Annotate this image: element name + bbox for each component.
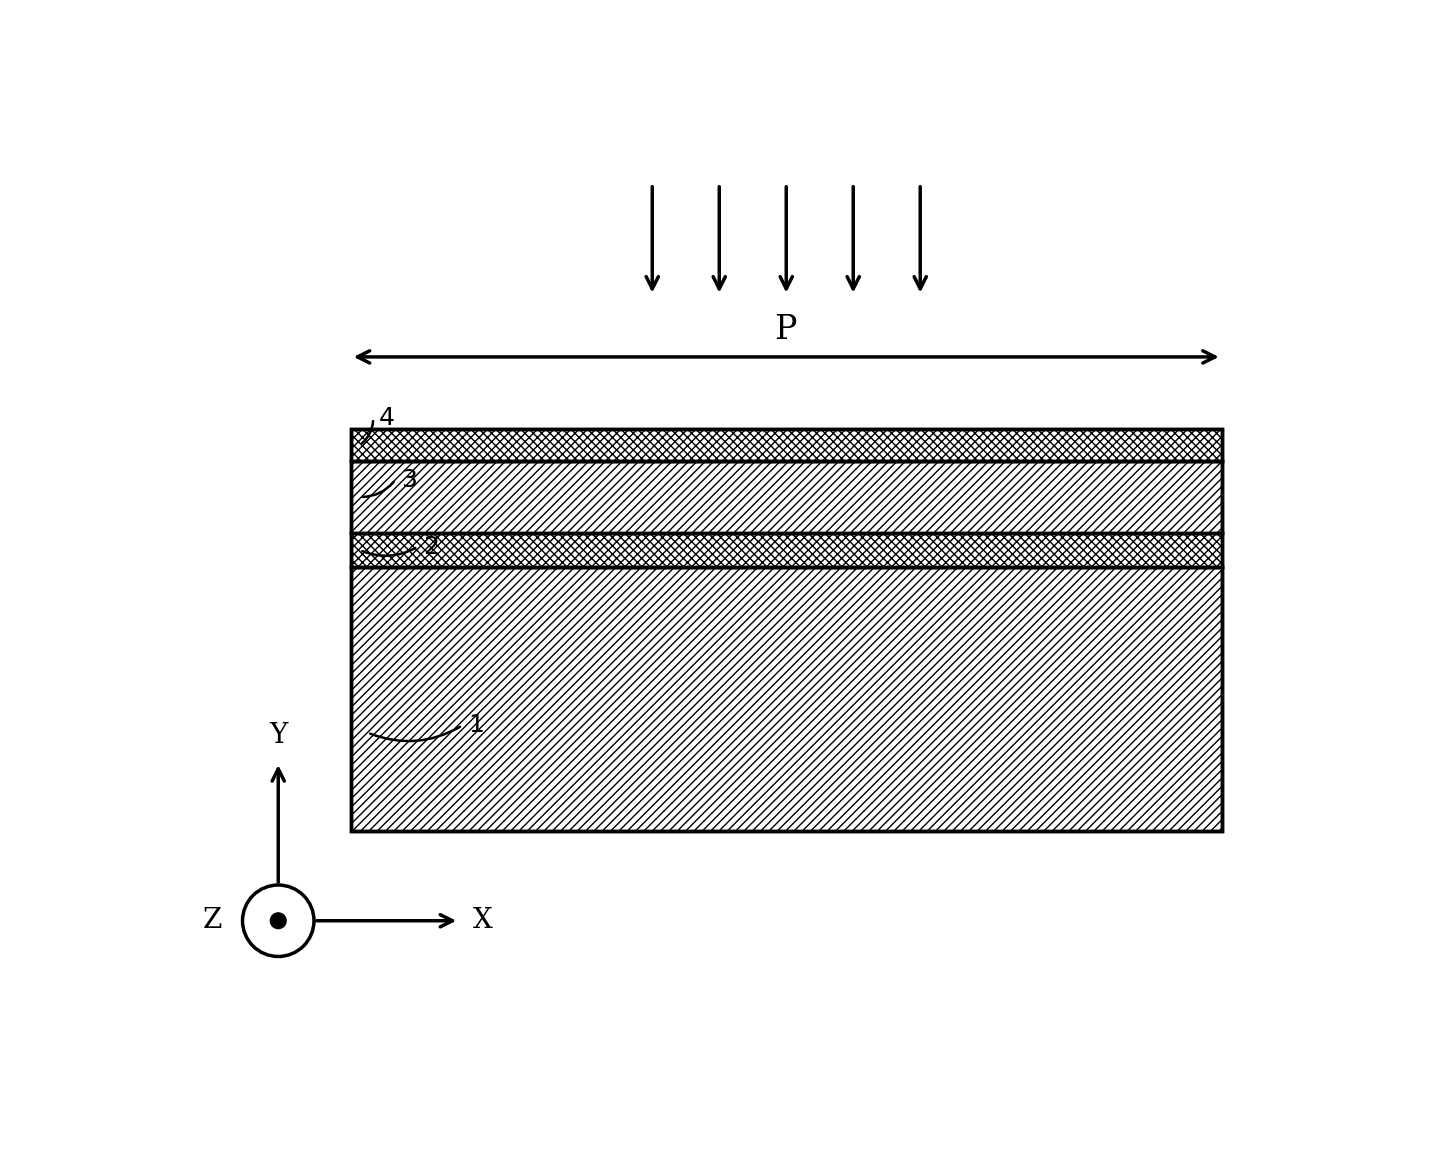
Circle shape (271, 913, 287, 929)
Text: X: X (473, 907, 492, 934)
Bar (350, 429, 1221, 461)
Circle shape (243, 885, 314, 957)
Bar (350, 534, 1221, 567)
Text: 3: 3 (401, 467, 417, 492)
Bar (350, 461, 1221, 534)
Text: P: P (774, 313, 796, 346)
Text: 4: 4 (379, 406, 395, 430)
Bar (350, 567, 1221, 832)
Text: 1: 1 (467, 713, 483, 738)
Text: Z: Z (203, 907, 223, 934)
Text: 2: 2 (424, 535, 440, 559)
Bar (350, 429, 1221, 832)
Text: Y: Y (269, 722, 288, 749)
